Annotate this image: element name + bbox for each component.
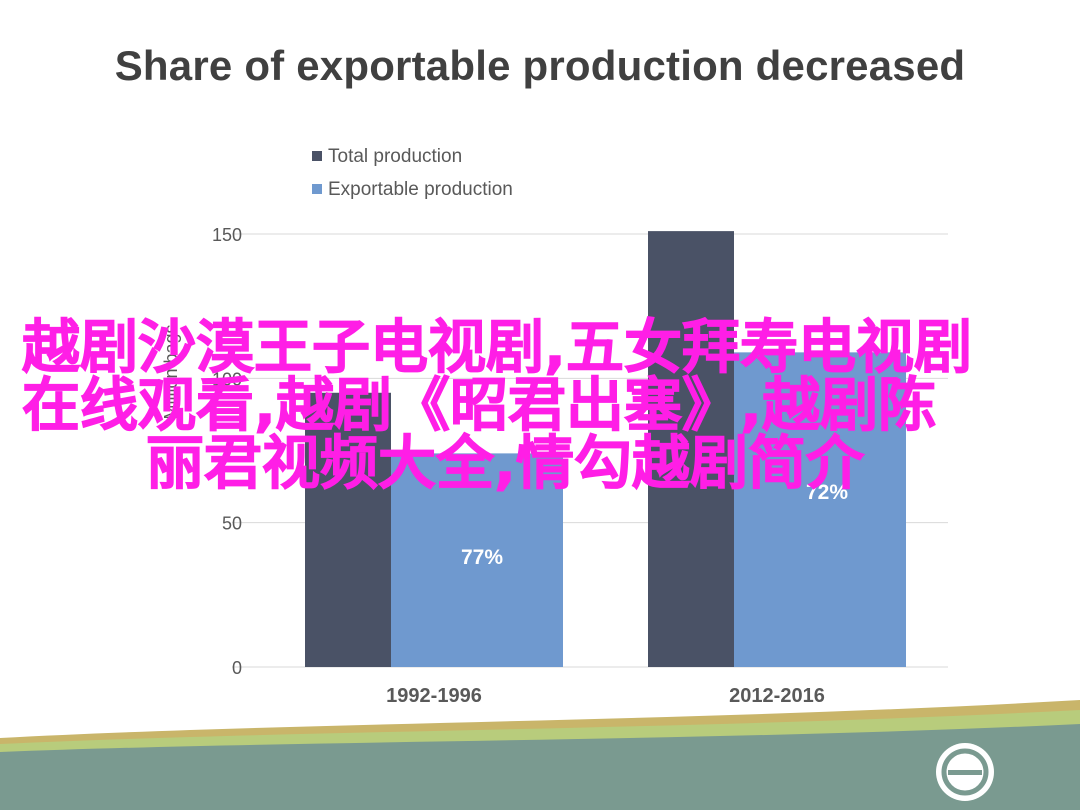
- legend: Total production Exportable production: [312, 146, 513, 200]
- legend-label: Exportable production: [328, 179, 513, 200]
- y-tick-label: 150: [212, 225, 242, 245]
- bar-exportable: [391, 453, 563, 667]
- y-tick-label: 0: [232, 658, 242, 678]
- y-ticks: 0 50 100 150: [212, 225, 242, 678]
- y-axis-label: Million bags: [161, 324, 181, 419]
- bar-total: [648, 231, 734, 667]
- footer-dark-band: [0, 724, 1080, 810]
- logo-icon: [936, 743, 994, 801]
- bar-total: [305, 392, 391, 667]
- overlay-line-3: 丽君视频大全,情勾越剧简介: [146, 429, 865, 497]
- data-label: 72%: [806, 481, 848, 504]
- legend-swatch: [312, 151, 322, 161]
- overlay-line-1: 越剧沙漠王子电视剧,五女拜寿电视剧: [22, 313, 973, 381]
- x-tick-label: 1992-1996: [386, 685, 482, 707]
- bar-exportable: [734, 352, 906, 667]
- overlay-line-2: 在线观看,越剧《昭君出塞》,越剧陈: [22, 371, 937, 439]
- slide-title: Share of exportable production decreased: [114, 42, 966, 89]
- y-tick-label: 50: [222, 514, 242, 534]
- legend-swatch: [312, 184, 322, 194]
- y-tick-label: 100: [212, 369, 242, 389]
- x-ticks: 1992-1996 2012-2016: [386, 685, 825, 707]
- data-labels: 77% 72%: [461, 481, 848, 569]
- data-label: 77%: [461, 546, 503, 569]
- x-tick-label: 2012-2016: [729, 685, 825, 707]
- bars: [305, 231, 906, 667]
- footer-decoration: [0, 700, 1080, 810]
- legend-label: Total production: [328, 146, 462, 167]
- overlay-text: 越剧沙漠王子电视剧,五女拜寿电视剧 在线观看,越剧《昭君出塞》,越剧陈 丽君视频…: [0, 313, 1080, 497]
